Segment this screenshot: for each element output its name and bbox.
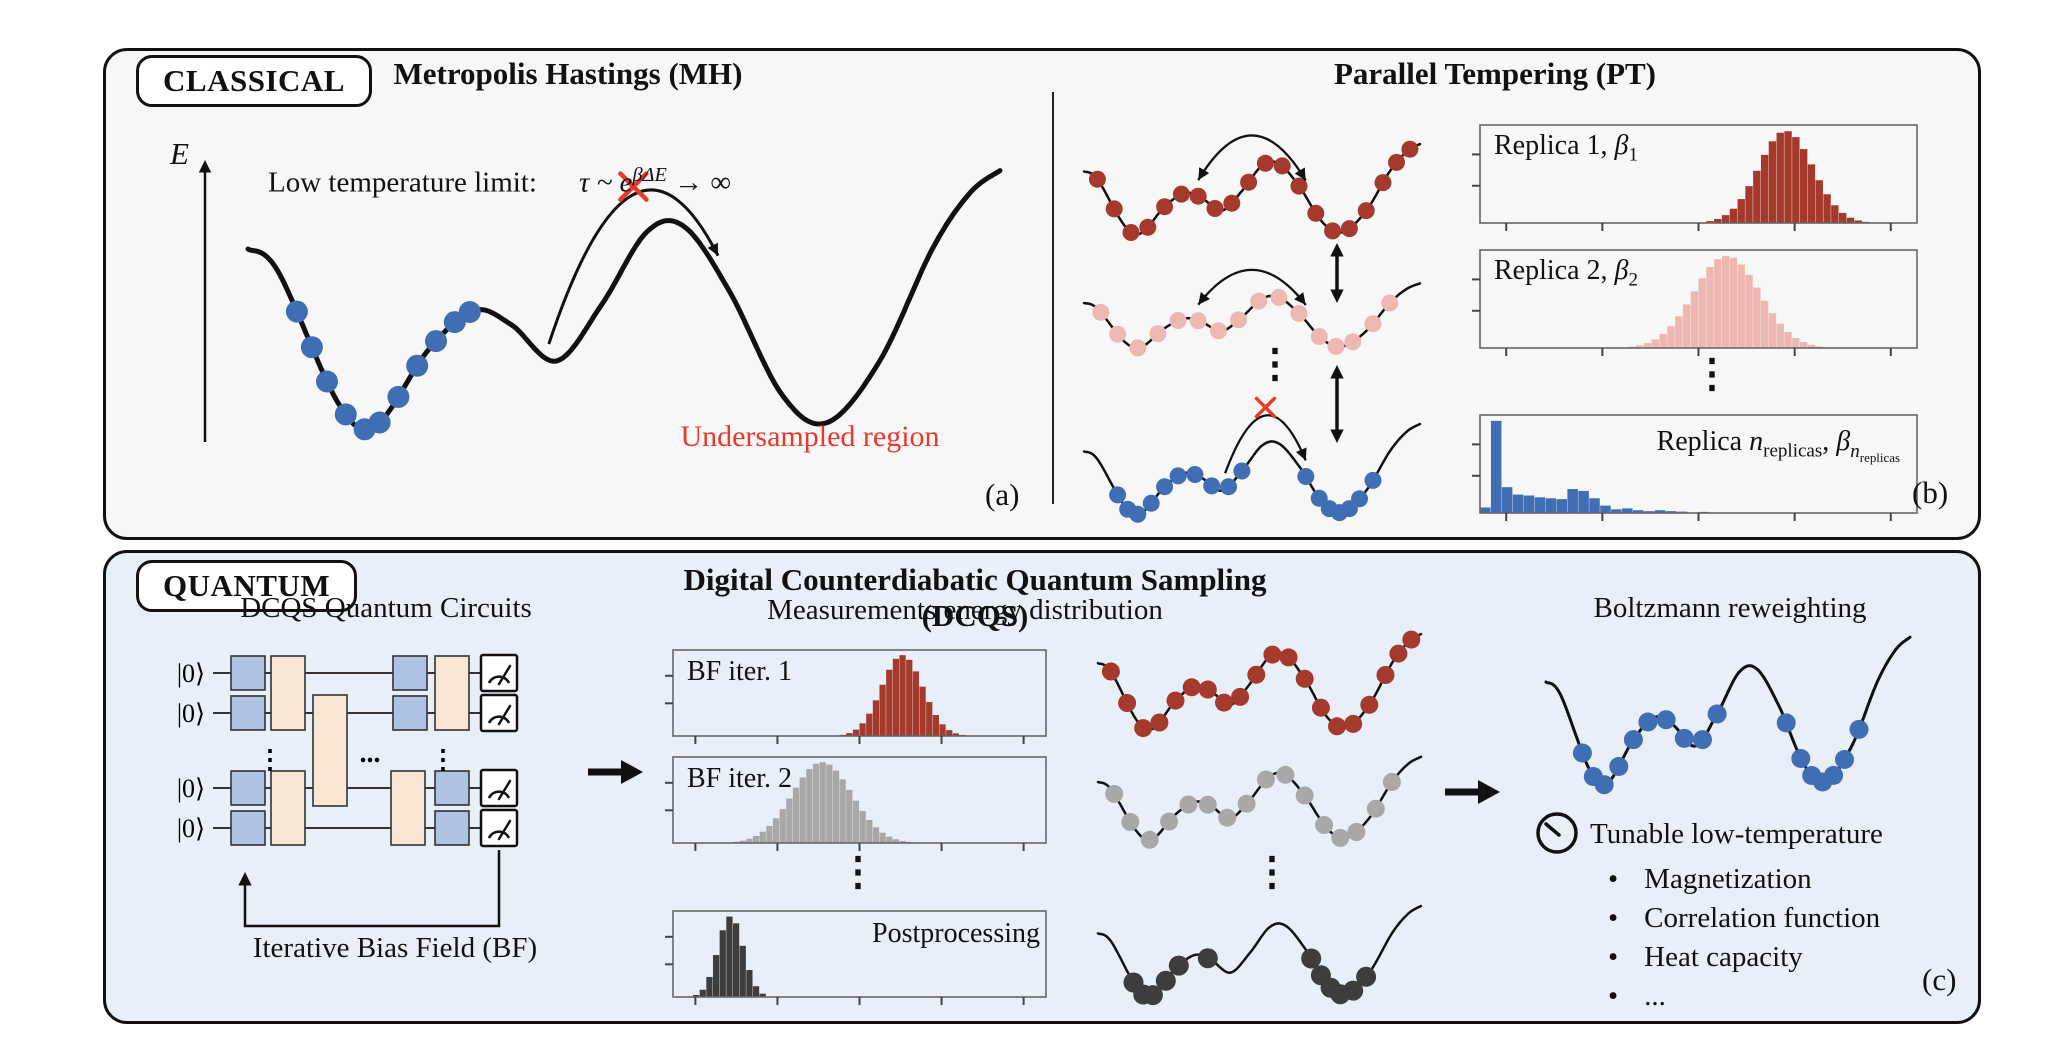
bias-field-label: Iterative Bias Field (BF): [252, 932, 538, 964]
list-item: • Correlation function: [1608, 902, 1881, 934]
formula-exponent: βΔE: [632, 164, 667, 186]
tunable-label: Tunable low-temperature: [1590, 818, 1883, 850]
dcqs-title: Digital Counterdiabatic Quantum Sampling…: [683, 562, 1267, 633]
pt-title: Parallel Tempering (PT): [1333, 56, 1657, 91]
pt-replican-landscape: [1082, 396, 1422, 523]
pt-replica2-landscape: [1082, 268, 1422, 357]
qubit-label: |0⟩: [177, 814, 205, 843]
postprocessing-histogram: [665, 910, 1047, 1005]
pt-hist-ellipsis: ⋮: [1692, 351, 1732, 396]
panel-label-a: (a): [985, 477, 1020, 512]
hist-ellipsis: ⋮: [838, 849, 878, 894]
q-landscape-post: [1096, 904, 1423, 1006]
circuits-title: DCQS Quantum Circuits: [240, 592, 532, 624]
q-landscape-iter2: [1096, 755, 1423, 849]
low-temperature-formula: Low temperature limit: τ ~ eβΔE → ∞: [268, 164, 731, 200]
low-temp-label: Low temperature limit:: [268, 166, 537, 199]
qubit-label: |0⟩: [177, 659, 205, 688]
formula-tail: → ∞: [674, 166, 732, 199]
swap-arrow-icon: [1330, 243, 1344, 303]
energy-axis-label: E: [170, 136, 189, 171]
replica2-histogram: [1472, 249, 1918, 356]
classical-panel: [103, 48, 1981, 540]
replica1-label: Replica 1, β1: [1494, 130, 1638, 166]
measurement-icon: [479, 653, 519, 693]
boltzmann-landscape: [1544, 635, 1912, 795]
boltzmann-title: Boltzmann reweighting: [1593, 592, 1867, 624]
observables-list: • Magnetization • Correlation function • He…: [1608, 860, 1880, 1016]
measurement-icon: [479, 693, 519, 733]
postprocessing-label: Postprocessing: [872, 918, 1040, 949]
bullet-icon: •: [1608, 863, 1619, 895]
qubit-label: |0⟩: [177, 699, 205, 728]
mh-title: Metropolis Hastings (MH): [393, 56, 743, 91]
replica2-label: Replica 2, β2: [1494, 255, 1638, 291]
svg-text:...: ...: [360, 738, 381, 769]
pt-replica1-landscape: [1082, 134, 1422, 241]
arrow-right-icon: [588, 760, 643, 784]
replican-label: Replica nreplicas, βnreplicas: [1656, 426, 1900, 465]
q-landscape-ellipsis: ⋮: [1252, 849, 1292, 894]
classical-badge: CLASSICAL: [136, 55, 372, 107]
bf-iter2-label: BF iter. 2: [687, 763, 793, 794]
mh-pt-divider: [1052, 92, 1054, 504]
panel-label-b: (b): [1912, 475, 1949, 510]
replica1-histogram: [1472, 124, 1918, 231]
bullet-icon: •: [1608, 980, 1619, 1012]
measurements-title: Measurements energy distribution: [767, 594, 1163, 626]
quantum-badge: QUANTUM: [136, 560, 358, 612]
bf-iter1-label: BF iter. 1: [687, 656, 793, 687]
svg-text:⋮: ⋮: [430, 745, 456, 774]
bf-iter1-histogram: [665, 649, 1047, 744]
bullet-icon: •: [1608, 902, 1619, 934]
arrow-right-icon: [1445, 780, 1500, 804]
replican-histogram: [1472, 414, 1918, 521]
dial-icon: [1536, 812, 1578, 854]
list-item: •...: [1608, 980, 1666, 1012]
list-item: • Magnetization: [1608, 863, 1812, 895]
svg-text:⋮: ⋮: [257, 745, 283, 774]
formula-main: τ ~ e: [578, 166, 633, 199]
mh-energy-landscape: [198, 160, 1003, 442]
panel-label-c: (c): [1922, 962, 1957, 997]
undersampled-region-label: Undersampled region: [680, 420, 940, 453]
measurement-icon: [479, 808, 519, 848]
measurement-icon: [479, 768, 519, 808]
quantum-circuit: |0⟩ |0⟩ |0⟩ |0⟩ ⋮... ⋮: [177, 653, 519, 928]
pt-ellipsis: ⋮: [1255, 341, 1295, 386]
q-landscape-iter1: [1096, 630, 1423, 738]
qubit-label: |0⟩: [177, 774, 205, 803]
list-item: • Heat capacity: [1608, 941, 1803, 973]
bullet-icon: •: [1608, 941, 1619, 973]
bf-iter2-histogram: [665, 756, 1047, 851]
swap-arrow-icon: [1330, 365, 1344, 443]
